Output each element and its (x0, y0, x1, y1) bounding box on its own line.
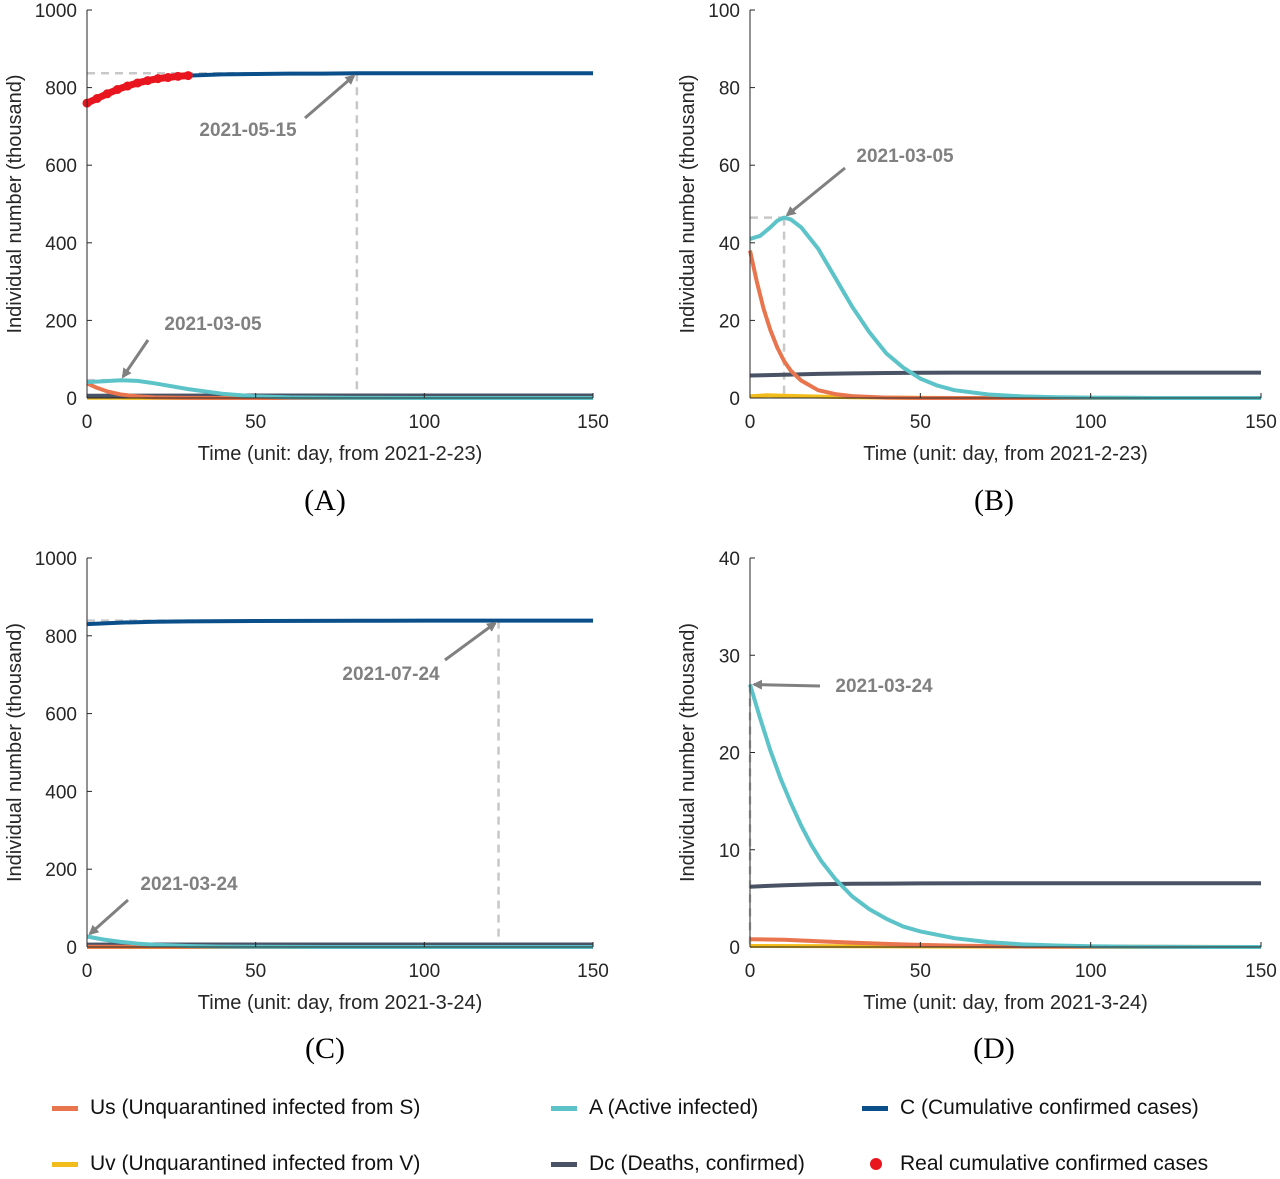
y-tick-label: 1000 (35, 549, 77, 570)
y-tick-label: 0 (729, 389, 740, 410)
x-tick-label: 0 (82, 961, 93, 982)
dc-swatch (551, 1161, 577, 1167)
series-line-dc (749, 881, 1261, 889)
y-axis-label: Individual number (thousand) (677, 74, 699, 333)
y-tick-label: 100 (708, 1, 740, 22)
series-line-us (748, 250, 1261, 400)
real-swatch (870, 1158, 882, 1170)
x-axis-label: Time (unit: day, from 2021-3-24) (863, 992, 1148, 1014)
y-tick-label: 400 (45, 234, 77, 255)
annotation-arrow (304, 74, 356, 120)
annotation-label: 2021-03-05 (164, 314, 262, 335)
annotation-arrow (444, 621, 497, 662)
panel-d: 0 50 100 150 0 10 20 30 40 Time (unit: day, from … (677, 549, 1277, 1065)
series-line-a (748, 683, 1261, 949)
y-tick-label: 1000 (35, 1, 77, 22)
y-tick-label: 30 (719, 646, 740, 667)
real-cases-trail (83, 72, 192, 107)
annotation-label: 2021-07-24 (342, 664, 440, 685)
annotation-label: 2021-03-24 (835, 676, 933, 697)
legend-item-real: Real cumulative confirmed cases (862, 1149, 1208, 1179)
annotation-arrow (751, 679, 821, 690)
x-tick-label: 50 (245, 961, 266, 982)
y-tick-label: 40 (719, 549, 740, 570)
x-tick-label: 150 (577, 961, 609, 982)
series-line-a (86, 934, 593, 949)
y-tick-label: 0 (66, 389, 77, 410)
us-swatch (52, 1105, 78, 1111)
series-line-c (86, 618, 593, 627)
uv-swatch (52, 1161, 78, 1167)
y-tick-label: 80 (719, 79, 740, 100)
x-tick-label: 100 (408, 961, 440, 982)
x-tick-label: 50 (245, 412, 266, 433)
legend-label-a: A (Active infected) (589, 1096, 759, 1119)
y-tick-label: 0 (66, 938, 77, 959)
annotation-label: 2021-03-05 (856, 146, 954, 167)
y-axis-label: Individual number (thousand) (4, 74, 26, 333)
x-tick-label: 50 (910, 412, 931, 433)
annotation-arrow (785, 166, 846, 217)
panel-label: (D) (973, 1032, 1015, 1065)
x-tick-label: 100 (1075, 961, 1107, 982)
y-tick-label: 200 (45, 860, 77, 881)
x-tick-label: 150 (577, 412, 609, 433)
y-tick-label: 600 (45, 156, 77, 177)
legend-label-us: Us (Unquarantined infected from S) (90, 1096, 421, 1119)
panel-label: (B) (974, 484, 1014, 517)
x-tick-label: 0 (82, 412, 93, 433)
legend-item-dc: Dc (Deaths, confirmed) (551, 1149, 805, 1179)
legend-label-dc: Dc (Deaths, confirmed) (589, 1152, 805, 1175)
annotation-arrow (121, 339, 150, 379)
x-axis-label: Time (unit: day, from 2021-2-23) (863, 443, 1148, 465)
y-tick-label: 600 (45, 705, 77, 726)
panel-label: (C) (305, 1032, 345, 1065)
panel-label: (A) (304, 484, 346, 517)
legend-label-uv: Uv (Unquarantined infected from V) (90, 1152, 421, 1175)
legend-label-real: Real cumulative confirmed cases (900, 1152, 1209, 1175)
annotation-label: 2021-03-24 (140, 874, 238, 895)
y-tick-label: 60 (719, 156, 740, 177)
x-tick-label: 0 (745, 961, 756, 982)
x-tick-label: 150 (1245, 412, 1277, 433)
legend: Us (Unquarantined infected from S) A (Ac… (0, 1080, 1280, 1179)
legend-item-us: Us (Unquarantined infected from S) (52, 1093, 420, 1123)
y-tick-label: 800 (45, 79, 77, 100)
legend-item-a: A (Active infected) (551, 1093, 758, 1123)
annotation-label: 2021-05-15 (199, 120, 297, 141)
annotation-arrow (88, 898, 129, 936)
y-tick-label: 40 (719, 234, 740, 255)
y-tick-label: 20 (719, 744, 740, 765)
legend-label-c: C (Cumulative confirmed cases) (900, 1096, 1199, 1119)
y-axis-label: Individual number (thousand) (4, 623, 26, 882)
y-tick-label: 400 (45, 782, 77, 803)
x-tick-label: 100 (1075, 412, 1107, 433)
y-tick-label: 20 (719, 311, 740, 332)
panel-b: 0 50 100 150 0 20 40 60 80 100 Time (unit: day, fr… (677, 1, 1277, 517)
x-tick-label: 150 (1245, 961, 1277, 982)
x-tick-label: 0 (745, 412, 756, 433)
y-tick-label: 0 (729, 938, 740, 959)
x-axis-label: Time (unit: day, from 2021-2-23) (198, 443, 483, 465)
a-swatch (551, 1105, 577, 1111)
panel-a: 0 50 100 150 0 200 400 600 800 1000 Time (unit: da… (4, 1, 609, 517)
legend-item-uv: Uv (Unquarantined infected from V) (52, 1149, 420, 1179)
x-tick-label: 50 (910, 961, 931, 982)
x-axis-label: Time (unit: day, from 2021-3-24) (198, 992, 483, 1014)
y-tick-label: 200 (45, 311, 77, 332)
y-tick-label: 10 (719, 841, 740, 862)
legend-item-c: C (Cumulative confirmed cases) (862, 1093, 1199, 1123)
series-line-dc (749, 370, 1261, 378)
y-tick-label: 800 (45, 627, 77, 648)
x-tick-label: 100 (408, 412, 440, 433)
panel-c: 0 50 100 150 0 200 400 600 800 1000 Time (unit: da… (4, 549, 609, 1065)
c-swatch (862, 1105, 888, 1111)
y-axis-label: Individual number (thousand) (677, 623, 699, 882)
